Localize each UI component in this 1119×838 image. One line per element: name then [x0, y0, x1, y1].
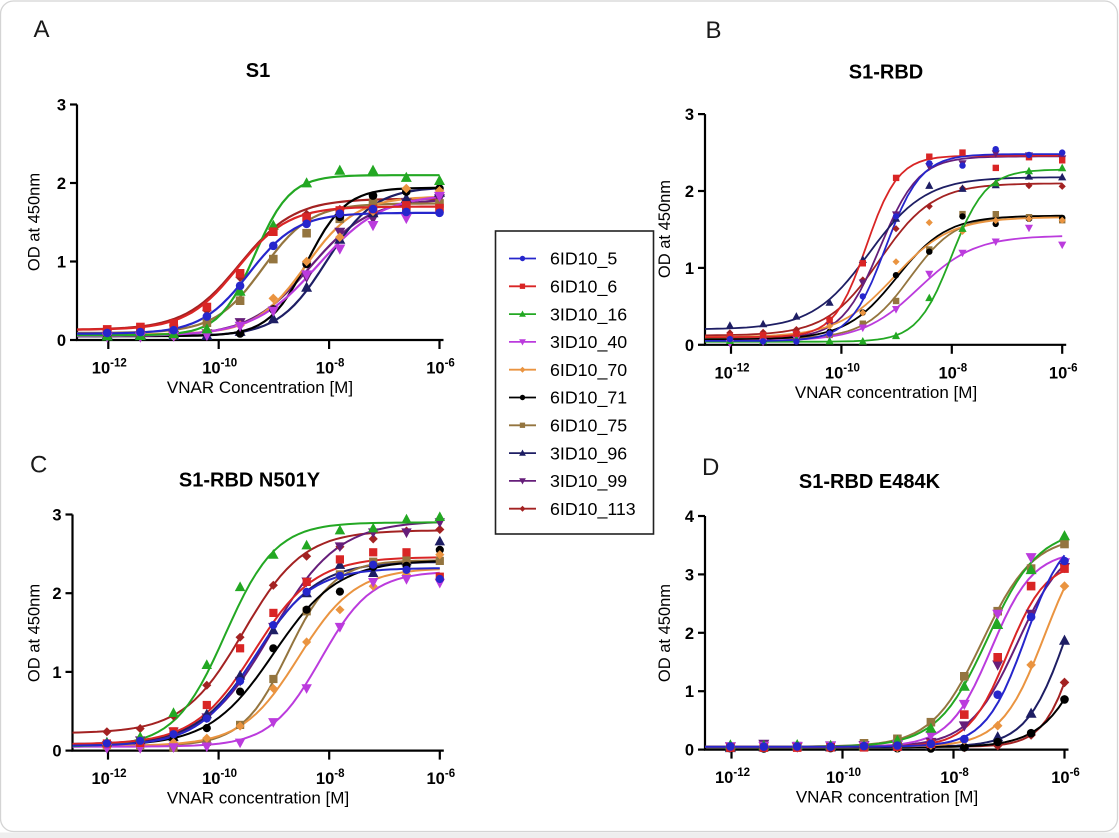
svg-text:3: 3: [52, 507, 61, 525]
svg-text:0: 0: [685, 337, 694, 355]
svg-text:1: 1: [685, 260, 694, 278]
svg-text:6ID10_75: 6ID10_75: [550, 416, 627, 437]
svg-text:A: A: [34, 16, 50, 43]
svg-text:VNAR concentration [M]: VNAR concentration [M]: [796, 788, 978, 807]
svg-text:3: 3: [685, 106, 694, 124]
svg-text:6ID10_71: 6ID10_71: [550, 388, 627, 409]
svg-text:6ID10_113: 6ID10_113: [550, 499, 636, 520]
svg-text:B: B: [706, 17, 722, 44]
svg-text:4: 4: [685, 508, 695, 526]
svg-text:2: 2: [52, 585, 61, 603]
svg-text:2: 2: [685, 183, 694, 201]
svg-text:OD at 450nm: OD at 450nm: [656, 180, 674, 278]
svg-text:0: 0: [685, 742, 694, 760]
svg-text:6ID10_6: 6ID10_6: [550, 277, 617, 298]
svg-text:S1-RBD: S1-RBD: [849, 62, 923, 84]
svg-text:6ID10_70: 6ID10_70: [550, 360, 627, 381]
svg-text:VNAR concentration [M]: VNAR concentration [M]: [167, 789, 349, 808]
svg-text:S1: S1: [246, 60, 270, 82]
svg-text:3ID10_96: 3ID10_96: [550, 443, 627, 464]
svg-text:S1-RBD E484K: S1-RBD E484K: [799, 471, 941, 493]
svg-text:3ID10_99: 3ID10_99: [550, 471, 627, 492]
svg-text:3: 3: [685, 566, 694, 584]
svg-text:2: 2: [685, 625, 694, 643]
svg-text:OD at 450nm: OD at 450nm: [26, 173, 44, 271]
svg-text:C: C: [30, 452, 47, 479]
svg-text:2: 2: [57, 175, 66, 193]
svg-text:VNAR Concentration [M]: VNAR Concentration [M]: [167, 378, 353, 397]
svg-text:3ID10_16: 3ID10_16: [550, 304, 627, 325]
svg-text:0: 0: [52, 743, 61, 761]
svg-text:1: 1: [685, 683, 694, 701]
svg-text:OD at 450nm: OD at 450nm: [26, 584, 44, 682]
svg-text:OD at 450nm: OD at 450nm: [656, 584, 674, 682]
svg-text:D: D: [702, 454, 719, 481]
svg-text:3ID10_40: 3ID10_40: [550, 332, 627, 353]
svg-text:1: 1: [57, 254, 66, 272]
svg-text:S1-RBD N501Y: S1-RBD N501Y: [179, 470, 321, 492]
svg-text:1: 1: [52, 664, 61, 682]
svg-text:0: 0: [57, 332, 66, 350]
svg-text:3: 3: [57, 97, 66, 115]
svg-text:6ID10_5: 6ID10_5: [550, 249, 617, 270]
svg-text:VNAR concentration [M]: VNAR concentration [M]: [795, 383, 977, 402]
